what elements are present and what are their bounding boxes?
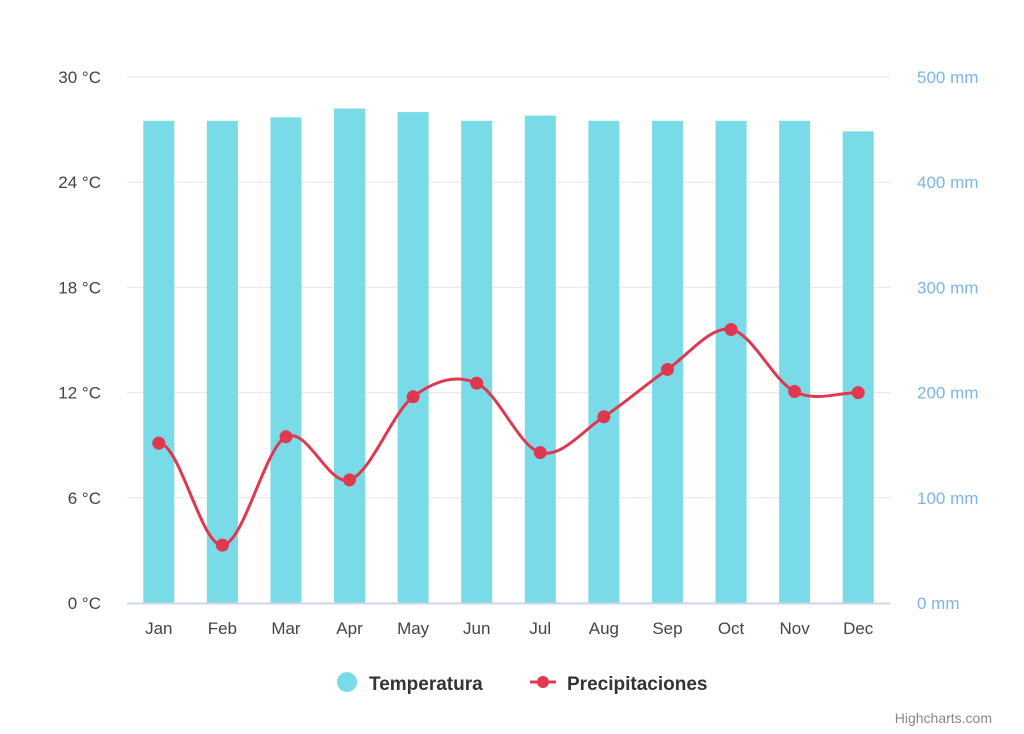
precipitation-point[interactable] <box>533 446 547 460</box>
x-axis-tick-label: May <box>397 619 430 638</box>
x-axis-tick-label: Oct <box>718 619 745 638</box>
x-axis-tick-label: Jun <box>463 619 490 638</box>
left-axis-tick-label: 12 °C <box>58 384 101 403</box>
left-axis-tick-label: 6 °C <box>68 489 101 508</box>
precipitation-point[interactable] <box>660 362 674 376</box>
legend-label-precipitaciones: Precipitaciones <box>567 674 707 695</box>
precipitation-point[interactable] <box>343 473 357 487</box>
left-axis-tick-label: 0 °C <box>68 594 101 613</box>
legend: Temperatura Precipitaciones <box>337 672 707 695</box>
x-axis-tick-label: Nov <box>780 619 811 638</box>
temperature-bar[interactable] <box>779 120 811 603</box>
right-axis-tick-label: 300 mm <box>917 278 978 297</box>
temperature-bar[interactable] <box>206 120 238 603</box>
x-axis-ticks: Jan Feb Mar Apr May Jun Jul Aug Sep Oct Nov Dec <box>145 619 874 638</box>
left-axis-tick-label: 18 °C <box>58 278 101 297</box>
x-axis-tick-label: Mar <box>271 619 301 638</box>
credits-link[interactable]: Highcharts.com <box>895 710 992 726</box>
x-axis-tick-label: Jul <box>529 619 551 638</box>
precipitation-point[interactable] <box>724 322 738 336</box>
precipitation-point[interactable] <box>152 436 166 450</box>
x-axis-tick-label: Sep <box>652 619 682 638</box>
left-axis-tick-label: 24 °C <box>58 173 101 192</box>
legend-label-temperatura: Temperatura <box>369 674 483 695</box>
right-axis-tick-label: 400 mm <box>917 173 978 192</box>
precipitation-point[interactable] <box>279 430 293 444</box>
temperature-bar[interactable] <box>715 120 747 603</box>
left-axis-ticks: 0 °C 6 °C 12 °C 18 °C 24 °C 30 °C <box>58 68 101 613</box>
precipitation-point[interactable] <box>597 410 611 424</box>
precipitation-line <box>152 322 865 552</box>
x-axis-tick-label: Aug <box>589 619 619 638</box>
precipitation-point[interactable] <box>788 385 802 399</box>
legend-item-precipitaciones[interactable]: Precipitaciones <box>530 674 707 695</box>
legend-item-temperatura[interactable]: Temperatura <box>337 672 483 695</box>
temperature-bar[interactable] <box>461 120 493 603</box>
right-axis-tick-label: 200 mm <box>917 384 978 403</box>
temperature-bar[interactable] <box>397 112 429 604</box>
x-axis-tick-label: Jan <box>145 619 172 638</box>
temperature-bars <box>143 108 874 604</box>
temperature-bar[interactable] <box>524 115 556 603</box>
right-axis-tick-label: 100 mm <box>917 489 978 508</box>
x-axis-tick-label: Feb <box>208 619 237 638</box>
right-axis-tick-label: 500 mm <box>917 68 978 87</box>
temperature-bar[interactable] <box>842 131 874 603</box>
right-axis-ticks: 0 mm 100 mm 200 mm 300 mm 400 mm 500 mm <box>917 68 978 613</box>
precipitation-series-line <box>158 327 859 547</box>
legend-line-marker-icon <box>537 676 549 688</box>
temperature-bar[interactable] <box>334 108 366 603</box>
left-axis-tick-label: 30 °C <box>58 68 101 87</box>
precipitation-point[interactable] <box>406 390 420 404</box>
precipitation-point[interactable] <box>851 386 865 400</box>
right-axis-tick-label: 0 mm <box>917 594 960 613</box>
temperature-bar[interactable] <box>143 120 175 603</box>
x-axis-tick-label: Dec <box>843 619 874 638</box>
legend-bar-swatch-icon <box>337 672 357 692</box>
temperature-bar[interactable] <box>588 120 620 603</box>
precipitation-point[interactable] <box>215 538 229 552</box>
gridlines <box>127 76 890 499</box>
precipitation-point[interactable] <box>470 376 484 390</box>
temperature-bar[interactable] <box>270 117 302 604</box>
x-axis-tick-label: Apr <box>336 619 363 638</box>
